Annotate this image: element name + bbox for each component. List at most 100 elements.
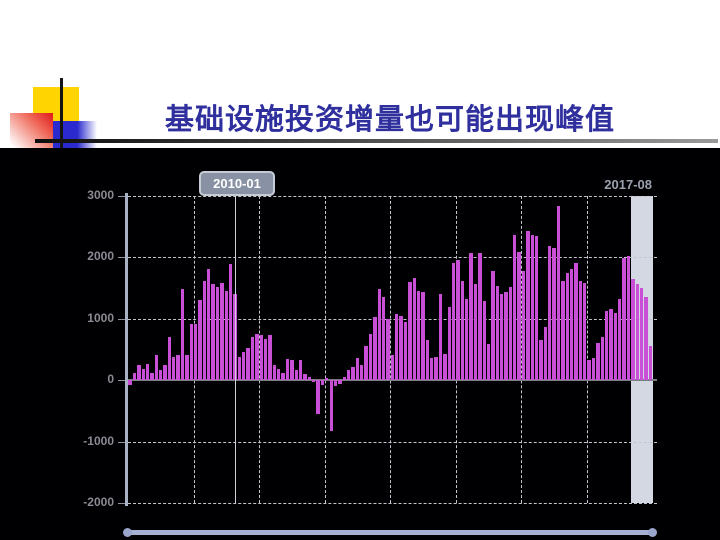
bar: [150, 373, 154, 381]
bar: [259, 335, 263, 381]
y-axis-tick: [118, 503, 125, 504]
bar: [451, 262, 456, 381]
bar: [298, 359, 303, 381]
bar: [631, 278, 635, 381]
bar: [578, 280, 583, 381]
y-axis-tick: [118, 380, 125, 382]
y-axis-tick-label: 1000: [87, 310, 114, 325]
bar: [268, 335, 272, 381]
bar: [207, 269, 211, 381]
bar: [368, 333, 373, 381]
zoom-slider[interactable]: [123, 528, 657, 537]
bar: [456, 259, 460, 381]
bar: [224, 290, 228, 381]
bar: [548, 246, 552, 381]
bar: [569, 269, 574, 381]
bar: [285, 358, 290, 381]
bar: [329, 380, 333, 432]
bar: [193, 323, 198, 381]
bar: [272, 364, 277, 381]
bar: [294, 370, 298, 381]
bar: [465, 299, 469, 381]
cursor-line: [235, 196, 237, 503]
bar: [508, 287, 513, 381]
bar: [491, 270, 495, 381]
bar: [307, 377, 311, 381]
bar: [277, 368, 281, 381]
bar: [333, 380, 338, 387]
bar: [167, 337, 172, 381]
bar: [163, 364, 167, 381]
bar: [233, 294, 237, 381]
bar: [561, 280, 565, 381]
bar: [425, 340, 430, 381]
bar: [618, 299, 622, 381]
gridline-horizontal: [128, 441, 657, 443]
gridline-horizontal: [128, 257, 657, 259]
bar: [154, 355, 158, 381]
bar: [613, 312, 618, 381]
bar: [211, 283, 215, 381]
bar: [172, 356, 176, 381]
bar: [351, 366, 355, 381]
bar: [180, 289, 185, 381]
bar: [574, 262, 578, 381]
bar: [500, 294, 504, 381]
decor-vertical-line: [60, 78, 63, 148]
bar: [390, 355, 395, 381]
plot-area: [118, 193, 657, 506]
gridline-horizontal: [128, 196, 657, 197]
bar: [325, 378, 329, 381]
bar: [202, 280, 207, 381]
gridline-horizontal: [128, 318, 657, 320]
bar: [377, 289, 381, 381]
bar: [320, 380, 325, 386]
bar: [478, 252, 482, 381]
bar: [552, 247, 556, 381]
bar: [263, 339, 268, 381]
bar: [137, 364, 141, 381]
bar: [565, 272, 569, 381]
bar: [338, 380, 342, 384]
bar: [220, 282, 224, 381]
bar: [517, 252, 521, 381]
bar: [373, 316, 377, 381]
zoom-slider-left-handle[interactable]: [123, 528, 132, 537]
end-date-label: 2017-08: [604, 177, 652, 192]
bar: [381, 297, 386, 381]
bar: [473, 284, 478, 381]
zero-axis-line: [128, 379, 657, 382]
bar: [316, 380, 320, 414]
bar: [141, 368, 145, 381]
bar: [303, 374, 307, 381]
bar: [460, 280, 465, 381]
bar: [482, 300, 486, 381]
bar: [600, 337, 604, 381]
bar: [237, 356, 242, 381]
bar: [128, 380, 132, 386]
bar: [145, 363, 150, 381]
gridline-vertical: [587, 196, 589, 503]
bar: [530, 234, 534, 381]
y-axis-tick-label: 0: [107, 372, 114, 387]
bar: [622, 258, 626, 381]
bar: [495, 285, 499, 381]
bar: [591, 358, 596, 381]
gridline-horizontal: [128, 503, 657, 504]
bar: [513, 234, 517, 381]
bar: [255, 333, 259, 381]
bar: [403, 321, 408, 381]
y-axis-tick-label: -1000: [83, 433, 114, 448]
bar: [281, 373, 285, 381]
bar: [176, 355, 180, 381]
bar: [526, 231, 530, 381]
y-axis-tick-label: -2000: [83, 495, 114, 509]
bar: [443, 354, 447, 381]
bar: [504, 292, 508, 381]
bar: [416, 290, 421, 381]
bar: [312, 380, 316, 383]
zoom-slider-right-handle[interactable]: [648, 528, 657, 537]
bar: [534, 236, 539, 381]
y-axis-tick-label: 2000: [87, 249, 114, 264]
